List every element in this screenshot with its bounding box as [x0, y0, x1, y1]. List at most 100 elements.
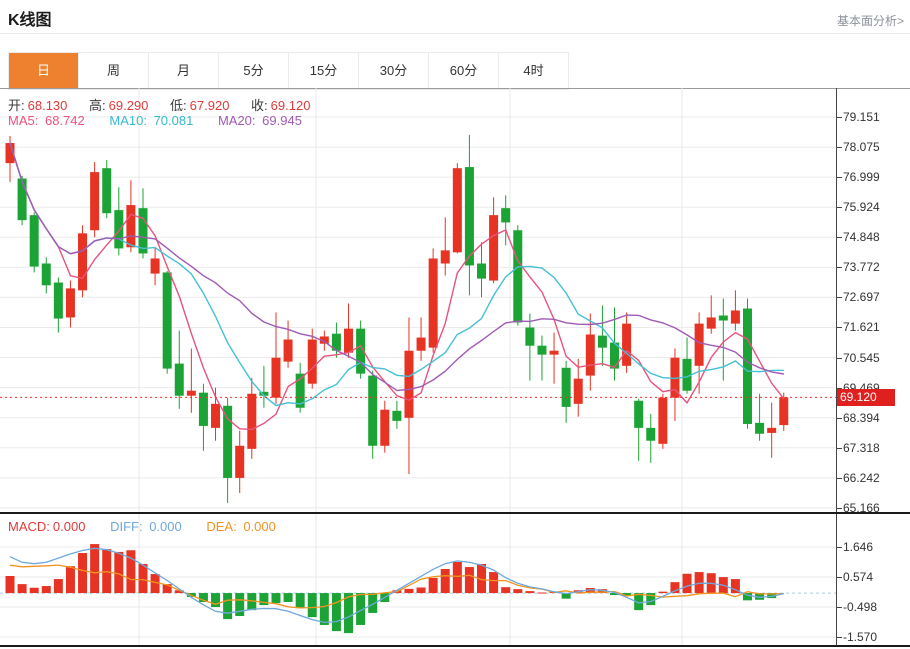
macd-bar [742, 593, 752, 601]
ohlc-readout: 开: 68.130 高: 69.290 低: 67.920 收: 69.120 [8, 95, 328, 114]
header-divider [0, 33, 910, 34]
ma10-label: MA10: 70.081 [109, 113, 194, 128]
macd-bar [404, 588, 414, 594]
candle-down [561, 360, 571, 423]
chart-bottom-border [0, 645, 910, 647]
candle-up [573, 358, 583, 417]
macd-bar [344, 593, 354, 634]
macd-bar [416, 587, 426, 594]
price-y-axis: 79.151 78.075 76.999 75.924 74.848 73.772 72.6… [837, 88, 909, 515]
candle-down [41, 257, 51, 294]
macd-bar [29, 587, 39, 594]
candle-down [53, 277, 63, 333]
macd-bar [477, 563, 487, 594]
high-value: 69.290 [108, 98, 149, 113]
tab-4hour[interactable]: 4时 [499, 53, 568, 89]
candle-down [501, 195, 511, 246]
candle-down [634, 398, 644, 461]
candle-down [646, 413, 656, 463]
macd-bar [17, 584, 27, 594]
candle-down [368, 370, 378, 459]
macd-readout: MACD: 0.000 DIFF: 0.000 DEA: 0.000 [8, 519, 297, 534]
candle-up [730, 290, 740, 331]
chart-top-border [0, 88, 910, 89]
macd-bar [53, 579, 63, 594]
macd-bar [489, 572, 499, 594]
price-y-tick: 70.545 [837, 350, 880, 365]
close-label: 收: [251, 98, 268, 113]
candle-up [706, 295, 716, 334]
candle-up [65, 280, 75, 328]
candle-up [549, 332, 559, 384]
macd-y-tick: 1.646 [836, 540, 874, 554]
candle-up [380, 400, 390, 453]
macd-bar [126, 550, 136, 594]
tab-5min[interactable]: 5分 [219, 53, 289, 89]
candle-down [102, 160, 112, 219]
macd-bar [211, 593, 221, 608]
macd-bar [114, 551, 124, 594]
candle-down [198, 383, 208, 451]
open-value: 68.130 [27, 98, 68, 113]
ma20-line [9, 142, 784, 392]
price-y-tick: 67.318 [837, 440, 880, 455]
macd-y-tick: -0.498 [836, 600, 878, 614]
candle-up [186, 348, 196, 413]
low-value: 67.920 [189, 98, 230, 113]
candle-up [307, 328, 317, 389]
candle-up [658, 393, 668, 449]
tab-30min[interactable]: 30分 [359, 53, 429, 89]
price-y-tick: 78.075 [837, 140, 880, 155]
candle-up [344, 303, 354, 358]
candle-up [5, 136, 15, 183]
tab-60min[interactable]: 60分 [429, 53, 499, 89]
panel-separator [0, 512, 910, 514]
macd-bar [295, 593, 305, 609]
macd-bar [694, 572, 704, 594]
candle-down [295, 362, 305, 413]
macd-bar [634, 593, 644, 611]
dea-line [9, 564, 784, 609]
candle-up [283, 320, 293, 368]
macd-bar [513, 589, 523, 594]
candle-up [126, 180, 136, 253]
high-label: 高: [89, 98, 106, 113]
macd-bar [646, 593, 656, 606]
candle-up [440, 217, 450, 276]
candle-down [29, 212, 39, 273]
candle-up [452, 163, 462, 254]
fundamental-analysis-link[interactable]: 基本面分析> [836, 14, 904, 28]
candle-up [585, 313, 595, 391]
price-y-tick: 68.394 [837, 410, 880, 425]
candle-up [319, 330, 329, 351]
candle-down [223, 397, 233, 504]
candle-up [247, 377, 257, 459]
tab-monthly[interactable]: 月 [149, 53, 219, 89]
macd-bar [235, 593, 245, 617]
macd-bar [622, 593, 632, 596]
current-price-badge: 69.120 [837, 389, 895, 407]
candle-down [331, 322, 341, 358]
candle-down [392, 400, 402, 429]
chart-region: 开: 68.130 高: 69.290 低: 67.920 收: 69.120 MA5:… [0, 88, 910, 649]
dea-value-label: DEA: 0.000 [206, 519, 276, 534]
macd-bar [561, 593, 571, 599]
macd-bar [525, 591, 535, 594]
candle-down [537, 335, 547, 381]
macd-chart-canvas[interactable] [0, 513, 836, 649]
macd-y-tick: -1.570 [836, 630, 878, 644]
macd-bar [368, 593, 378, 613]
candle-down [682, 337, 692, 394]
price-y-tick: 79.151 [837, 110, 880, 124]
price-chart-canvas[interactable] [0, 88, 836, 513]
macd-bar [428, 577, 438, 594]
price-y-tick: 71.621 [837, 320, 880, 335]
candle-down [356, 320, 366, 379]
candle-down [464, 134, 474, 296]
tab-15min[interactable]: 15分 [289, 53, 359, 89]
low-label: 低: [170, 98, 187, 113]
tab-daily[interactable]: 日 [9, 53, 79, 89]
tab-weekly[interactable]: 周 [79, 53, 149, 89]
price-y-tick: 65.166 [837, 500, 880, 515]
candle-up [404, 317, 414, 474]
